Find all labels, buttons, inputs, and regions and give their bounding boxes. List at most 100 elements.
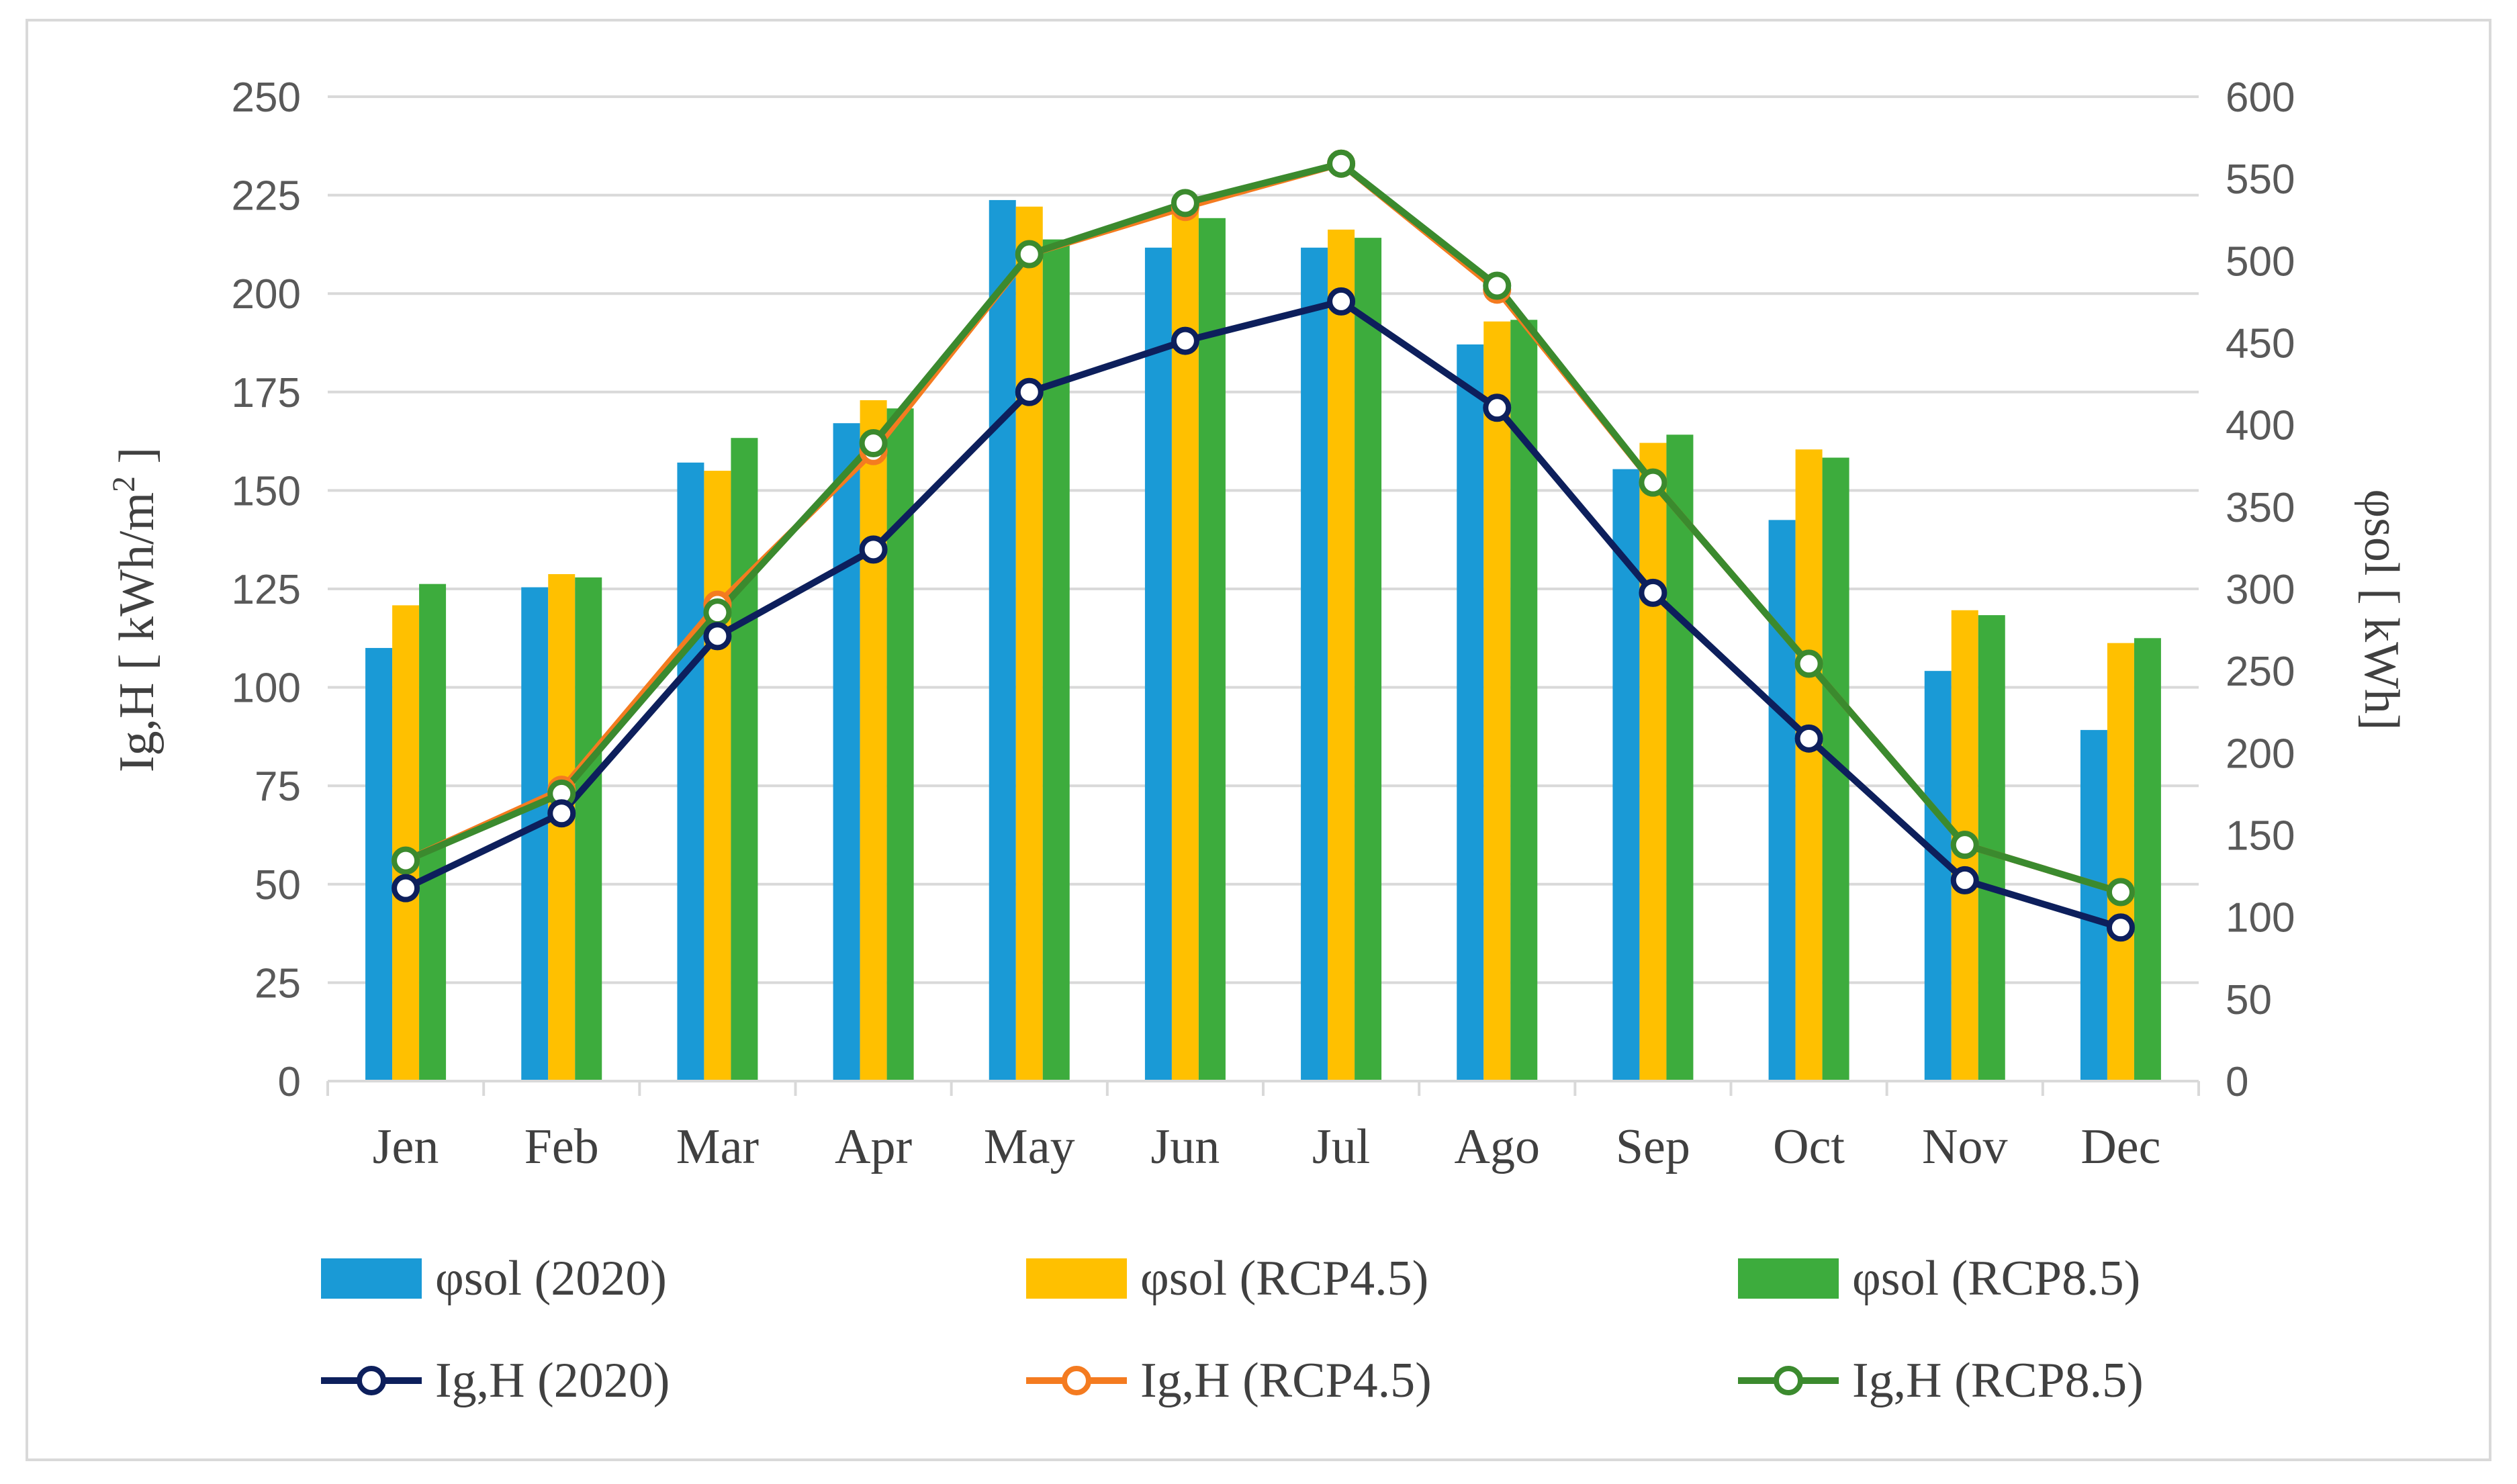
- category-label: Sep: [1616, 1119, 1690, 1174]
- bar: [1483, 321, 1511, 1081]
- lines: [392, 149, 2135, 942]
- bar: [1328, 229, 1355, 1081]
- bar: [548, 574, 576, 1081]
- bar: [677, 462, 704, 1081]
- category-label: Apr: [835, 1119, 912, 1174]
- line-point: [547, 799, 576, 828]
- category-label: Mar: [676, 1119, 759, 1174]
- bar: [833, 423, 860, 1081]
- right-tick-label: 300: [2226, 567, 2295, 613]
- line-point: [1794, 724, 1823, 753]
- category-label: Jen: [373, 1119, 439, 1174]
- right-tick-label: 550: [2226, 156, 2295, 203]
- bar: [1355, 238, 1382, 1081]
- bar: [2107, 643, 2134, 1081]
- line-point: [2106, 878, 2135, 907]
- category-label: Jul: [1312, 1119, 1370, 1174]
- category-label: Nov: [1922, 1119, 2007, 1174]
- line-point: [1794, 649, 1823, 678]
- line-point: [703, 598, 732, 627]
- line-point: [1950, 831, 1979, 860]
- right-tick-label: 200: [2226, 731, 2295, 777]
- category-label: Oct: [1773, 1119, 1845, 1174]
- legend-label: Ig,H (2020): [435, 1353, 670, 1408]
- left-tick-label: 0: [278, 1059, 301, 1105]
- legend-swatch: [1738, 1258, 1839, 1299]
- category-label: May: [984, 1119, 1075, 1174]
- left-tick-label: 175: [232, 370, 301, 416]
- category-label: Feb: [524, 1119, 599, 1174]
- bar: [704, 471, 731, 1081]
- right-tick-label: 450: [2226, 321, 2295, 367]
- right-axis-ticks: 0 50 100 150 200 250 300 350 400 450 500 550 600: [2226, 75, 2295, 1105]
- right-tick-label: 50: [2226, 977, 2272, 1023]
- bar: [1198, 218, 1226, 1082]
- gridlines: [328, 95, 2199, 984]
- right-tick-label: 500: [2226, 238, 2295, 285]
- right-axis-title: φsol [ kWh]: [2354, 489, 2409, 730]
- left-axis-title: Ig,H [ kWh/m2 ]: [106, 447, 165, 772]
- line-point: [1327, 149, 1356, 178]
- bar: [1639, 443, 1667, 1081]
- bar: [731, 438, 758, 1081]
- line-point: [392, 874, 420, 902]
- left-tick-label: 150: [232, 468, 301, 514]
- chart-frame: 0 25 50 75 100 125 150 175 200 225 250 0 50 100 150 20…: [26, 19, 2491, 1461]
- line-point: [703, 622, 732, 651]
- left-tick-label: 125: [232, 567, 301, 613]
- bar: [1301, 247, 1328, 1082]
- left-tick-label: 200: [232, 271, 301, 318]
- line-point: [1639, 578, 1667, 607]
- bar: [2080, 730, 2107, 1081]
- category-labels: Jen Feb Mar Apr May Jun Jul Ago Sep Oct Nov Dec: [373, 1119, 2161, 1174]
- right-tick-label: 400: [2226, 403, 2295, 449]
- left-tick-label: 250: [232, 75, 301, 121]
- legend-swatch: [1026, 1258, 1127, 1299]
- legend-marker: [357, 1366, 386, 1395]
- legend-label: Ig,H (RCP4.5): [1140, 1353, 1432, 1408]
- left-tick-label: 75: [255, 763, 301, 810]
- category-label: Jun: [1151, 1119, 1220, 1174]
- bar: [1510, 320, 1538, 1081]
- bar: [1015, 206, 1043, 1081]
- line-point: [1950, 866, 1979, 894]
- left-tick-label: 100: [232, 665, 301, 712]
- legend-label: φsol (RCP8.5): [1852, 1251, 2140, 1306]
- line-point: [1483, 271, 1512, 300]
- bar: [1457, 344, 1484, 1081]
- series-line: [404, 160, 2122, 896]
- legend: φsol (2020) φsol (RCP4.5) φsol (RCP8.5) Ig,…: [321, 1251, 2144, 1408]
- line-point: [859, 429, 888, 458]
- legend-marker: [1062, 1366, 1091, 1395]
- legend-swatch: [321, 1258, 422, 1299]
- left-axis-ticks: 0 25 50 75 100 125 150 175 200 225 250: [232, 75, 301, 1105]
- right-tick-label: 350: [2226, 485, 2295, 531]
- line-point: [1639, 468, 1667, 497]
- bars: [365, 199, 2161, 1082]
- left-axis-title-end: ]: [109, 447, 165, 476]
- left-tick-label: 225: [232, 173, 301, 220]
- series-line: [404, 160, 2122, 896]
- bar: [1042, 239, 1070, 1081]
- line-point: [2106, 913, 2135, 942]
- left-tick-label: 50: [255, 862, 301, 909]
- right-tick-label: 600: [2226, 75, 2295, 121]
- category-label: Ago: [1455, 1119, 1540, 1174]
- bar: [392, 605, 420, 1081]
- right-tick-label: 150: [2226, 813, 2295, 860]
- left-tick-label: 25: [255, 960, 301, 1007]
- line-point: [1171, 189, 1199, 218]
- line-point: [1483, 393, 1512, 422]
- left-axis-title-superscript: 2: [106, 476, 142, 492]
- bar: [860, 400, 887, 1081]
- left-axis-title-main: Ig,H [ kWh/m: [109, 492, 165, 772]
- right-tick-label: 250: [2226, 649, 2295, 695]
- bar: [365, 647, 393, 1081]
- x-axis: [326, 1080, 2200, 1096]
- legend-label: φsol (2020): [435, 1251, 667, 1306]
- line-point: [1327, 287, 1356, 316]
- legend-label: Ig,H (RCP8.5): [1852, 1353, 2144, 1408]
- bar: [1666, 434, 1694, 1081]
- right-tick-label: 0: [2226, 1059, 2248, 1105]
